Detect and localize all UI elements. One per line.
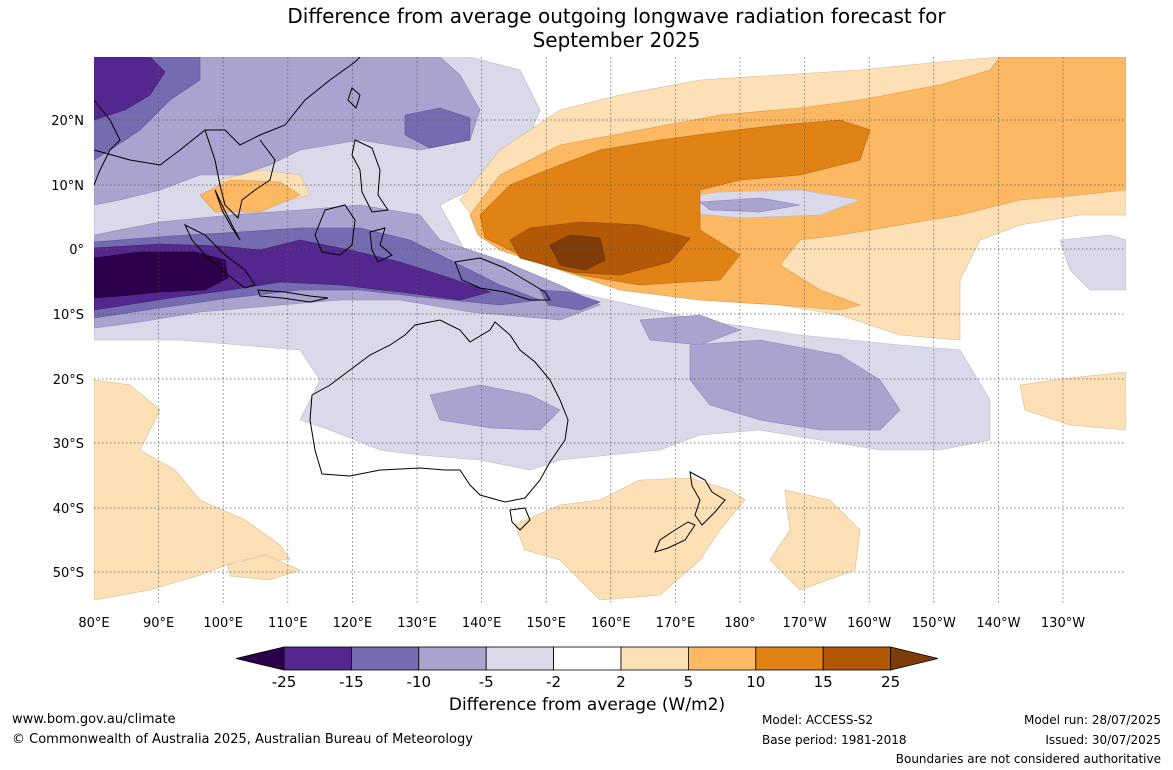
legend-tick-label: 2: [616, 673, 626, 690]
website-url: www.bom.gov.au/climate: [12, 712, 176, 727]
color-legend-ticks: -25 -15 -10 -5 -2 2 5 10 15 25: [272, 673, 900, 690]
negative-anomaly-region: [1059, 234, 1126, 291]
positive-anomaly-region: [1019, 371, 1126, 431]
latitude-label: 20°S: [53, 373, 84, 388]
positive-anomaly-region: [227, 554, 301, 581]
longitude-label: 160°W: [847, 616, 891, 631]
latitude-label: 40°S: [53, 502, 84, 517]
positive-anomaly-region: [769, 489, 861, 591]
longitude-label: 170°E: [656, 616, 696, 631]
boundary-disclaimer: Boundaries are not considered authoritat…: [895, 752, 1161, 766]
positive-anomaly-region: [94, 379, 291, 601]
longitude-label: 150°W: [912, 616, 956, 631]
legend-color-swatch: [418, 646, 487, 671]
longitude-label: 130°E: [397, 616, 437, 631]
longitude-label: 150°E: [526, 616, 566, 631]
legend-tick-label: -15: [339, 673, 364, 690]
new-zealand-north-island: [689, 471, 726, 526]
base-period: Base period: 1981-2018: [762, 733, 907, 747]
issued-date: Issued: 30/07/2025: [1045, 733, 1161, 747]
legend-tick-label: -10: [407, 673, 432, 690]
indochina-coastline: [204, 129, 276, 219]
legend-color-swatch: [755, 646, 824, 671]
title-line-2: September 2025: [532, 28, 701, 52]
legend-color-swatch: [553, 646, 622, 671]
negative-anomaly-region: [689, 339, 901, 431]
longitude-label: 120°E: [333, 616, 373, 631]
title-line-1: Difference from average outgoing longwav…: [287, 4, 946, 28]
negative-anomaly-region: [404, 107, 471, 149]
new-guinea-coastline: [454, 257, 551, 301]
longitude-label: 110°E: [268, 616, 308, 631]
legend-extend-high: [890, 646, 939, 671]
legend-tick-label: 25: [881, 673, 900, 690]
color-legend-label: Difference from average (W/m2): [448, 695, 726, 715]
southeast-asia-coastline: [94, 57, 361, 166]
longitude-label: 140°W: [976, 616, 1020, 631]
negative-anomaly-region: [699, 197, 801, 213]
color-legend: [235, 646, 939, 671]
legend-color-swatch: [283, 646, 352, 671]
malay-peninsula: [214, 189, 241, 241]
legend-extend-low: [235, 646, 285, 671]
borneo-coastline: [314, 204, 356, 256]
longitude-label: 90°E: [143, 616, 174, 631]
sulawesi-coastline: [369, 227, 393, 263]
legend-color-swatch: [350, 646, 420, 671]
latitude-label: 20°N: [51, 114, 84, 129]
legend-tick-label: 15: [814, 673, 833, 690]
negative-anomaly-region: [94, 251, 229, 299]
legend-color-swatch: [822, 646, 892, 671]
longitude-label: 130°W: [1041, 616, 1085, 631]
coastlines: [94, 57, 726, 553]
new-zealand-south-island: [654, 521, 696, 553]
copyright-text: © Commonwealth of Australia 2025, Austra…: [12, 732, 473, 747]
negative-anomaly-region: [94, 57, 481, 206]
model-run-date: Model run: 28/07/2025: [1023, 713, 1161, 727]
positive-anomaly-region: [549, 234, 606, 271]
map-title: Difference from average outgoing longwav…: [0, 4, 1173, 52]
longitude-label: 100°E: [203, 616, 243, 631]
india-coastline: [94, 99, 121, 186]
longitude-label: 80°E: [78, 616, 109, 631]
sumatra-coastline: [183, 223, 256, 289]
longitude-labels: 80°E 90°E 100°E 110°E 120°E 130°E 140°E 150°E 16…: [78, 616, 1085, 631]
negative-anomaly-region: [639, 314, 741, 346]
legend-color-swatch: [485, 646, 555, 671]
legend-tick-label: -5: [479, 673, 494, 690]
latitude-label: 0°: [69, 243, 84, 258]
legend-tick-label: 10: [746, 673, 765, 690]
legend-tick-label: -2: [546, 673, 561, 690]
legend-tick-label: -25: [272, 673, 297, 690]
graticule: [94, 57, 1126, 605]
legend-color-swatch: [688, 646, 757, 671]
longitude-label: 140°E: [462, 616, 502, 631]
philippines-coastline: [351, 139, 389, 213]
negative-anomaly-region: [539, 289, 601, 311]
legend-color-swatch: [620, 646, 689, 671]
australia-coastline: [309, 319, 569, 503]
latitude-label: 10°S: [53, 308, 84, 323]
taiwan-coastline: [347, 87, 361, 109]
negative-anomaly-region: [429, 384, 561, 431]
legend-tick-label: 5: [684, 673, 694, 690]
tasmania-coastline: [509, 507, 531, 531]
longitude-label: 170°W: [783, 616, 827, 631]
model-name: Model: ACCESS-S2: [762, 713, 874, 727]
longitude-label: 160°E: [591, 616, 631, 631]
longitude-label: 180°: [724, 616, 755, 631]
positive-anomaly-region: [514, 477, 746, 601]
olr-anomaly-map: 20°N 10°N 0° 10°S 20°S 30°S 40°S 50°S 80°E 90°E 1…: [51, 57, 1126, 690]
latitude-label: 30°S: [53, 437, 84, 452]
java-coastline: [257, 289, 329, 303]
latitude-label: 10°N: [51, 179, 84, 194]
latitude-label: 50°S: [53, 566, 84, 581]
latitude-labels: 20°N 10°N 0° 10°S 20°S 30°S 40°S 50°S: [51, 114, 84, 581]
